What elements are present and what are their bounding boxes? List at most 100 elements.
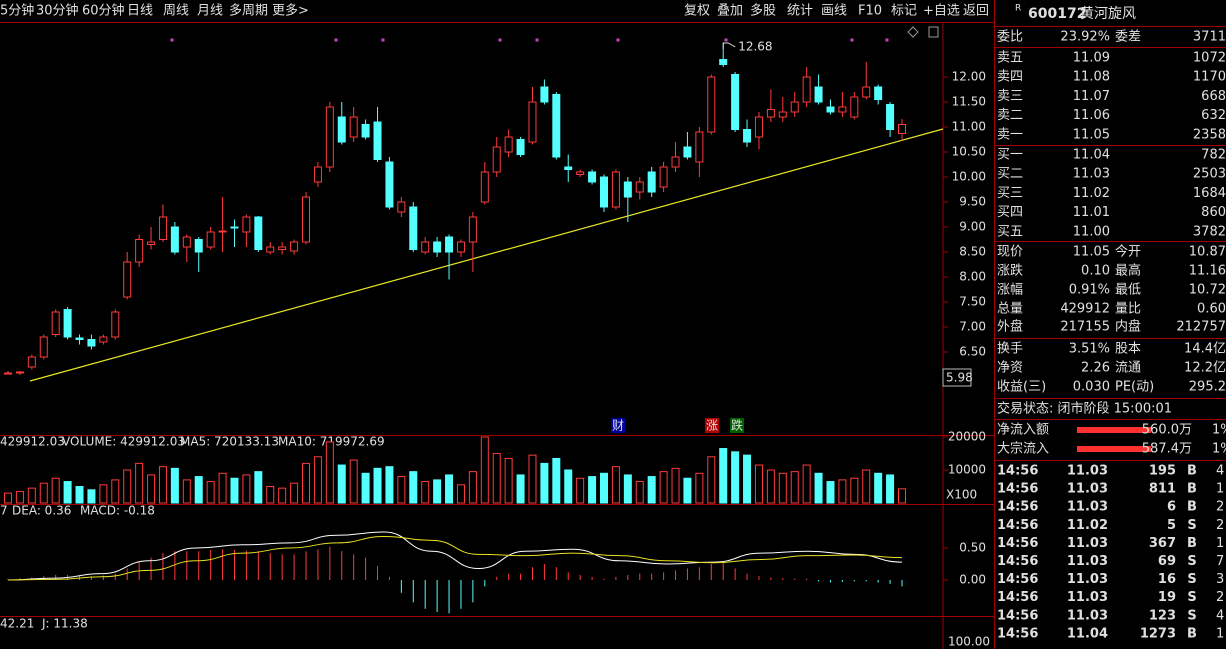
dif-line (7, 531, 903, 581)
tool-button[interactable]: 返回 (963, 4, 989, 19)
candle-body (39, 336, 48, 358)
candle-body (99, 336, 108, 343)
event-badge[interactable] (611, 418, 625, 433)
volume-bar (731, 451, 740, 504)
candle-body (695, 131, 704, 163)
book-label: 买一 (997, 148, 1023, 163)
stat-value: 11.05 (1073, 245, 1110, 260)
candle-body (838, 106, 847, 113)
volume-bar (695, 472, 704, 504)
volume-bar (576, 477, 585, 504)
book-label: 卖三 (997, 89, 1023, 104)
tool-button[interactable]: 多股 (750, 3, 776, 19)
volume-bar (611, 466, 620, 504)
volume-bar (15, 490, 24, 504)
trade-price: 11.03 (1067, 536, 1108, 551)
volume-bar (123, 469, 132, 504)
tool-button[interactable]: 叠加 (717, 4, 743, 19)
y-tick-label: 10.50 (952, 145, 986, 159)
trade-volume: 367 (1149, 536, 1176, 551)
candle-body (707, 76, 716, 133)
candle-body (421, 241, 430, 253)
candle-body (433, 241, 442, 253)
volume-bar (266, 485, 275, 504)
candle-body (743, 129, 752, 143)
volume-bar (51, 477, 60, 504)
stat-value: 14.4亿 (1184, 342, 1226, 357)
candle-body (361, 124, 370, 138)
period-tab[interactable]: 月线 (197, 4, 223, 19)
period-tab[interactable]: 更多> (272, 3, 309, 19)
volume-bar (719, 448, 728, 504)
y-tick-label: 12.00 (952, 70, 986, 84)
volume-bar (671, 467, 680, 504)
trade-side: S (1187, 590, 1196, 605)
candle-body (683, 146, 692, 158)
candle-body (63, 309, 72, 338)
trade-price: 11.04 (1067, 626, 1108, 641)
volume-bar (87, 489, 96, 504)
high-label: 12.68 (738, 40, 772, 54)
trade-side: B (1187, 464, 1197, 479)
candle-body (147, 241, 156, 245)
flow-pct: 1% (1212, 423, 1226, 438)
event-badge[interactable] (730, 418, 744, 433)
candle-body (516, 139, 525, 155)
candle-body (266, 246, 275, 253)
period-tab[interactable]: 日线 (127, 4, 153, 19)
tool-button[interactable]: 统计 (787, 4, 813, 19)
volume-bar (659, 471, 668, 504)
candle-body (731, 74, 740, 130)
event-badge[interactable] (705, 418, 719, 433)
tool-button[interactable]: +自选 (923, 4, 960, 19)
book-label: 买五 (997, 224, 1023, 239)
book-label: 买三 (997, 186, 1023, 201)
volume-bar (325, 441, 334, 504)
y-tick-label: 0.50 (959, 541, 986, 555)
trade-volume: 123 (1149, 608, 1176, 623)
stat-label: 收益(三) (997, 380, 1046, 395)
volume-bar (874, 472, 883, 504)
candle-body (552, 94, 561, 158)
candle-body (564, 166, 573, 170)
volume-legend: MA5: 720133.13 (180, 435, 279, 449)
tool-button[interactable]: 标记 (891, 4, 917, 19)
period-tab[interactable]: 60分钟 (82, 3, 125, 19)
y-tick-label: 11.00 (952, 120, 986, 134)
icon-diamond[interactable] (907, 26, 919, 38)
tool-button[interactable]: F10 (858, 4, 882, 19)
event-label: 涨 (706, 418, 718, 433)
event-label: 跌 (731, 418, 743, 433)
signal-dot (381, 38, 385, 42)
candle-body (778, 111, 787, 118)
trade-side: S (1187, 518, 1196, 533)
stat-value: 10.72 (1189, 283, 1226, 298)
candle-body (313, 166, 322, 183)
period-tab[interactable]: 多周期 (229, 3, 268, 19)
trade-count: 4 (1216, 464, 1224, 479)
period-tab[interactable]: 5分钟 (0, 3, 34, 19)
candle-body (230, 226, 239, 229)
trade-price: 11.03 (1067, 464, 1108, 479)
candle-body (218, 230, 227, 233)
period-tab[interactable]: 30分钟 (36, 3, 79, 19)
tool-button[interactable]: 画线 (821, 4, 847, 19)
candle-body (456, 241, 465, 253)
book-volume: 2358 (1193, 127, 1226, 142)
candle-body (302, 196, 310, 243)
candle-body (397, 201, 406, 213)
icon-window[interactable] (928, 26, 939, 38)
tool-button[interactable]: 复权 (684, 3, 710, 19)
volume-bar (802, 464, 811, 504)
candle-body (182, 236, 191, 248)
candle-body (647, 171, 656, 193)
book-label: 买四 (997, 205, 1023, 220)
event-label: 财 (612, 419, 624, 433)
volume-bar (588, 476, 597, 504)
trade-price: 11.03 (1067, 572, 1108, 587)
y-tick-label: 8.00 (959, 270, 986, 284)
volume-bar (445, 474, 454, 504)
period-tab[interactable]: 周线 (163, 4, 189, 19)
stat-value: 10.87 (1189, 245, 1226, 260)
y-tick-label: 8.50 (959, 245, 986, 259)
